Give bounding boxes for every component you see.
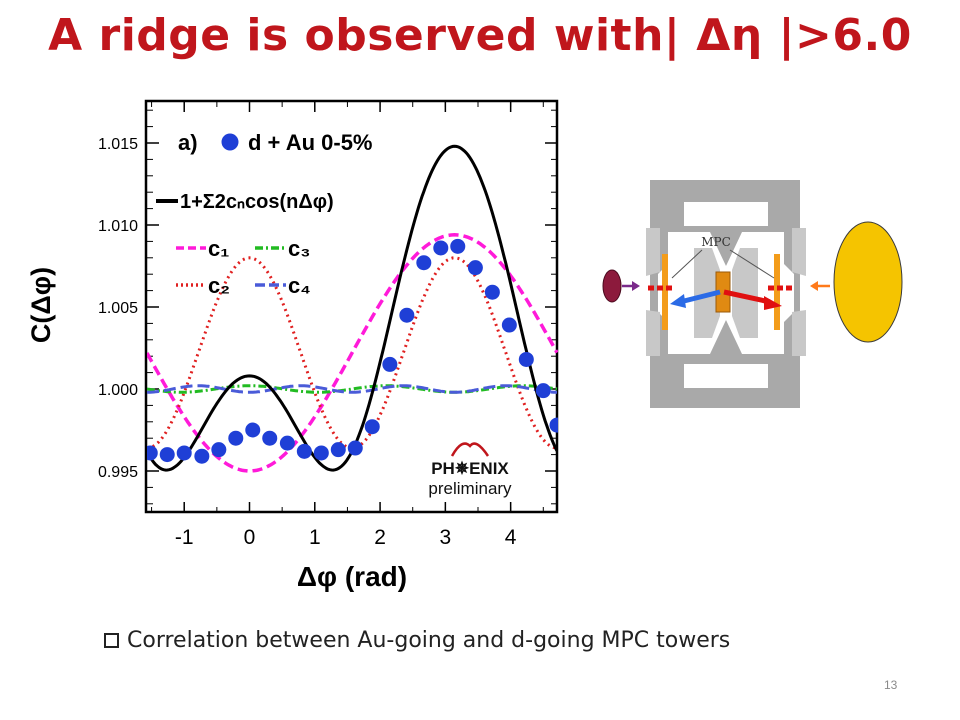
data-point xyxy=(364,419,380,435)
data-point xyxy=(416,255,432,271)
deuteron-beam xyxy=(602,269,622,303)
mpc-pointer-left xyxy=(671,249,703,279)
legend-fit-label: 1+Σ2cₙcos(nΔφ) xyxy=(180,191,334,213)
mpc-label: MPC xyxy=(701,235,731,249)
data-point xyxy=(484,284,500,300)
blue-arrowhead xyxy=(670,294,686,308)
x-tick-label-0: -1 xyxy=(175,526,194,549)
data-point xyxy=(382,356,398,372)
y-tick-label-4: 1.015 xyxy=(98,136,138,153)
bullet-text: Correlation between Au-going and d-going… xyxy=(127,628,731,653)
blue-particle-arrow xyxy=(679,289,721,305)
panel-label: a) xyxy=(178,130,198,155)
legend-c1-label: c₁ xyxy=(208,236,229,261)
x-axis-label: Δφ (rad) xyxy=(297,561,407,592)
x-tick-labels: -1 0 1 2 3 4 xyxy=(175,526,517,549)
data-point xyxy=(501,317,517,333)
data-point xyxy=(347,440,363,456)
data-point xyxy=(535,383,551,399)
y-tick-label-3: 1.010 xyxy=(98,218,138,235)
x-tick-label-1: 0 xyxy=(244,526,256,549)
legend-c3-label: c₃ xyxy=(288,236,310,261)
page-number: 13 xyxy=(884,678,898,692)
data-point xyxy=(296,443,312,459)
phenix-logo: PH✵ENIX preliminary xyxy=(428,442,512,498)
x-tick-label-3: 2 xyxy=(374,526,386,549)
slide-title: A ridge is observed with| Δη |>6.0 xyxy=(48,10,912,61)
data-point xyxy=(159,447,175,463)
red-particle-arrow xyxy=(723,289,771,305)
mpc-north-bar xyxy=(774,254,780,330)
c3-curve xyxy=(147,384,558,394)
data-point xyxy=(211,442,227,458)
data-point xyxy=(245,422,261,438)
c2-curve xyxy=(147,256,558,450)
data-point xyxy=(176,445,192,461)
deuteron-arrowhead xyxy=(632,281,640,291)
data-point xyxy=(279,435,295,451)
gold-beam xyxy=(833,221,903,343)
data-point xyxy=(262,430,278,446)
data-point xyxy=(147,445,158,461)
preliminary-label: preliminary xyxy=(428,479,512,498)
logo-swoosh xyxy=(450,442,490,457)
y-tick-label-2: 1.005 xyxy=(98,300,138,317)
data-points xyxy=(147,238,558,464)
data-point xyxy=(330,442,346,458)
legend-marker xyxy=(221,133,239,151)
data-point xyxy=(467,260,483,276)
data-point xyxy=(399,307,415,323)
data-point xyxy=(433,240,449,256)
data-point xyxy=(313,445,329,461)
y-tick-label-0: 0.995 xyxy=(98,464,138,481)
gold-arrowhead xyxy=(810,281,818,291)
red-arrowhead xyxy=(764,296,782,310)
c4-curve xyxy=(147,384,557,394)
y-axis-label: C(Δφ) xyxy=(26,267,56,343)
x-tick-label-5: 4 xyxy=(505,526,517,549)
x-tick-label-4: 3 xyxy=(440,526,452,549)
checkbox-bullet-icon xyxy=(104,633,119,648)
data-point xyxy=(450,238,466,254)
data-point xyxy=(549,417,558,433)
data-point xyxy=(194,448,210,464)
data-point xyxy=(518,351,534,367)
logo-text: PH✵ENIX xyxy=(431,459,509,478)
axis-ticks xyxy=(147,102,557,512)
x-tick-label-2: 1 xyxy=(309,526,321,549)
correlation-plot: 0.995 1.000 1.005 1.010 1.015 -1 0 1 2 3 4 Δφ (ra… xyxy=(26,99,559,592)
y-tick-label-1: 1.000 xyxy=(98,382,138,399)
y-tick-labels: 0.995 1.000 1.005 1.010 1.015 xyxy=(98,136,138,481)
bullet-item: Correlation between Au-going and d-going… xyxy=(104,628,730,653)
legend-c4-label: c₄ xyxy=(288,273,311,298)
legend-c2-label: c₂ xyxy=(208,273,230,298)
legend-data-label: d + Au 0-5% xyxy=(248,130,373,155)
data-point xyxy=(228,430,244,446)
mpc-detector-diagram: MPC xyxy=(602,180,903,408)
mpc-south-bar xyxy=(662,254,668,330)
mpc-pointer-right xyxy=(729,249,775,279)
